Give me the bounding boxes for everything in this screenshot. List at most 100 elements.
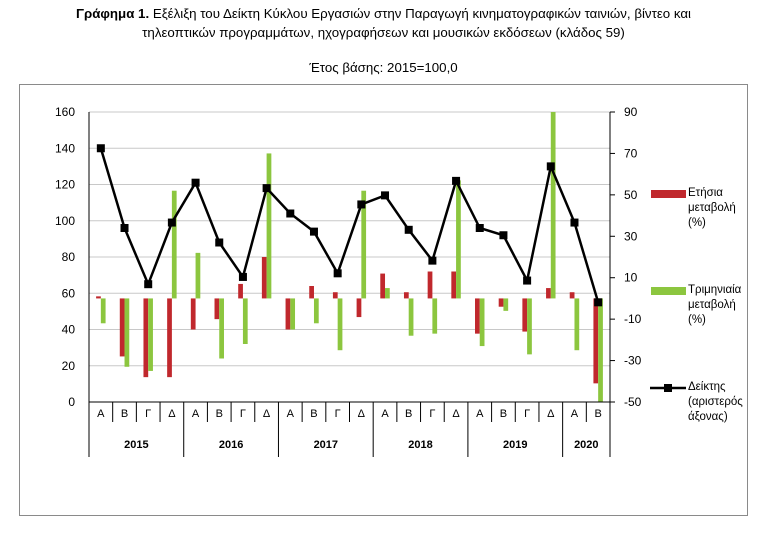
x-category-label: Γ xyxy=(240,408,246,420)
x-category-label: Α xyxy=(571,408,579,420)
chart-subtitle: Έτος βάσης: 2015=100,0 xyxy=(309,60,458,75)
index-point xyxy=(523,276,532,285)
index-line xyxy=(99,147,600,303)
x-category-label: Β xyxy=(405,408,412,420)
bar-quarterly-change xyxy=(100,298,106,324)
chart-title-line2: τηλεοπτικών προγραμμάτων, ηχογραφήσεων κ… xyxy=(142,25,625,40)
index-point xyxy=(309,227,318,236)
x-year-label: 2018 xyxy=(408,439,432,451)
index-point xyxy=(286,209,295,218)
legend-swatch-index xyxy=(650,384,686,392)
index-point xyxy=(452,176,461,185)
x-category-label: Δ xyxy=(358,408,366,420)
bar-quarterly-change xyxy=(313,298,319,324)
bar-quarterly-change xyxy=(432,298,438,334)
bar-quarterly-change xyxy=(148,298,153,371)
x-year-label: 2019 xyxy=(503,439,527,451)
index-point xyxy=(475,224,484,232)
legend-index-line1: Δείκτης xyxy=(688,381,726,393)
bar-annual-change xyxy=(356,298,362,318)
y-right-tick-label: -10 xyxy=(624,312,642,326)
y-left-tick-label: 60 xyxy=(62,286,76,300)
x-category-label: Β xyxy=(121,408,128,420)
index-point xyxy=(215,238,224,247)
bar-annual-change xyxy=(238,283,243,299)
index-point xyxy=(167,218,176,227)
index-point xyxy=(333,269,342,278)
index-point xyxy=(381,191,390,200)
legend-swatch-annual xyxy=(651,190,686,198)
bar-annual-change xyxy=(403,292,409,299)
x-year-label: 2020 xyxy=(574,439,598,451)
legend-label-index: Δείκτης (αριστερός άξονας) xyxy=(688,380,743,425)
x-year-label: 2017 xyxy=(314,439,338,451)
bar-annual-change xyxy=(143,298,149,378)
x-category-label: Α xyxy=(97,408,105,420)
x-category-label: Α xyxy=(476,408,484,420)
x-category-label: Β xyxy=(594,408,601,420)
bar-annual-change xyxy=(498,298,504,307)
bar-annual-change xyxy=(522,298,528,332)
bar-annual-change xyxy=(332,292,338,299)
index-point xyxy=(120,224,129,232)
x-year-label: 2016 xyxy=(219,439,243,451)
chart-title-line1: Εξέλιξη του Δείκτη Κύκλου Εργασιών στην … xyxy=(149,6,691,21)
y-left-tick-label: 0 xyxy=(68,395,75,409)
bar-quarterly-change xyxy=(290,298,296,330)
legend-quarterly-line3: (%) xyxy=(688,314,706,326)
y-left-tick-label: 160 xyxy=(55,105,75,119)
bar-quarterly-change xyxy=(195,252,201,299)
index-point xyxy=(546,162,555,171)
chart-title: Γράφημα 1. Εξέλιξη του Δείκτη Κύκλου Εργ… xyxy=(0,4,767,42)
bar-quarterly-change xyxy=(550,112,556,299)
index-point xyxy=(404,225,413,234)
y-right-tick-label: 50 xyxy=(624,188,638,202)
bar-annual-change xyxy=(285,298,291,330)
x-category-label: Γ xyxy=(145,408,151,420)
y-right-tick-label: -30 xyxy=(624,354,642,368)
bar-quarterly-change xyxy=(479,298,485,347)
bar-quarterly-change xyxy=(527,298,532,355)
index-point xyxy=(191,178,200,187)
bar-quarterly-change xyxy=(124,298,130,367)
legend-quarterly-line2: μεταβολή xyxy=(688,299,736,311)
index-point xyxy=(357,200,366,209)
bar-annual-change xyxy=(593,298,599,384)
y-left-tick-label: 120 xyxy=(55,178,75,192)
bar-quarterly-change xyxy=(171,190,177,299)
legend-index-line2: (αριστερός xyxy=(688,396,743,408)
bar-quarterly-change xyxy=(598,298,603,402)
x-category-label: Δ xyxy=(547,408,555,420)
bar-quarterly-change xyxy=(408,298,414,336)
y-left-tick-label: 140 xyxy=(55,141,75,155)
x-category-label: Δ xyxy=(168,408,176,420)
legend-quarterly-line1: Τριμηνιαία xyxy=(688,284,742,296)
bar-annual-change xyxy=(261,257,267,299)
legend-index-line3: άξονας) xyxy=(688,411,728,423)
y-right-tick-label: -50 xyxy=(624,395,642,409)
bar-annual-change xyxy=(96,296,101,299)
bar-annual-change xyxy=(309,286,314,299)
legend-annual-line2: μεταβολή xyxy=(688,202,736,214)
x-category-label: Δ xyxy=(452,408,460,420)
index-point xyxy=(144,280,153,289)
chart-title-bold: Γράφημα 1. xyxy=(76,6,150,21)
bar-annual-change xyxy=(451,271,457,299)
index-point xyxy=(238,272,247,281)
bar-quarterly-change xyxy=(361,190,367,299)
index-point xyxy=(428,256,437,265)
bar-quarterly-change xyxy=(242,298,248,344)
x-category-label: Γ xyxy=(524,408,530,420)
x-category-label: Β xyxy=(216,408,223,420)
y-right-tick-label: 30 xyxy=(624,229,638,243)
bar-quarterly-change xyxy=(385,288,390,299)
x-category-label: Δ xyxy=(263,408,271,420)
x-category-label: Α xyxy=(287,408,295,420)
index-point xyxy=(262,184,271,193)
legend-label-quarterly: Τριμηνιαία μεταβολή (%) xyxy=(688,283,741,328)
bar-quarterly-change xyxy=(503,298,509,311)
x-category-label: Γ xyxy=(335,408,341,420)
y-left-tick-label: 40 xyxy=(62,323,76,337)
bar-quarterly-change xyxy=(266,153,272,299)
y-right-tick-label: 10 xyxy=(624,271,638,285)
